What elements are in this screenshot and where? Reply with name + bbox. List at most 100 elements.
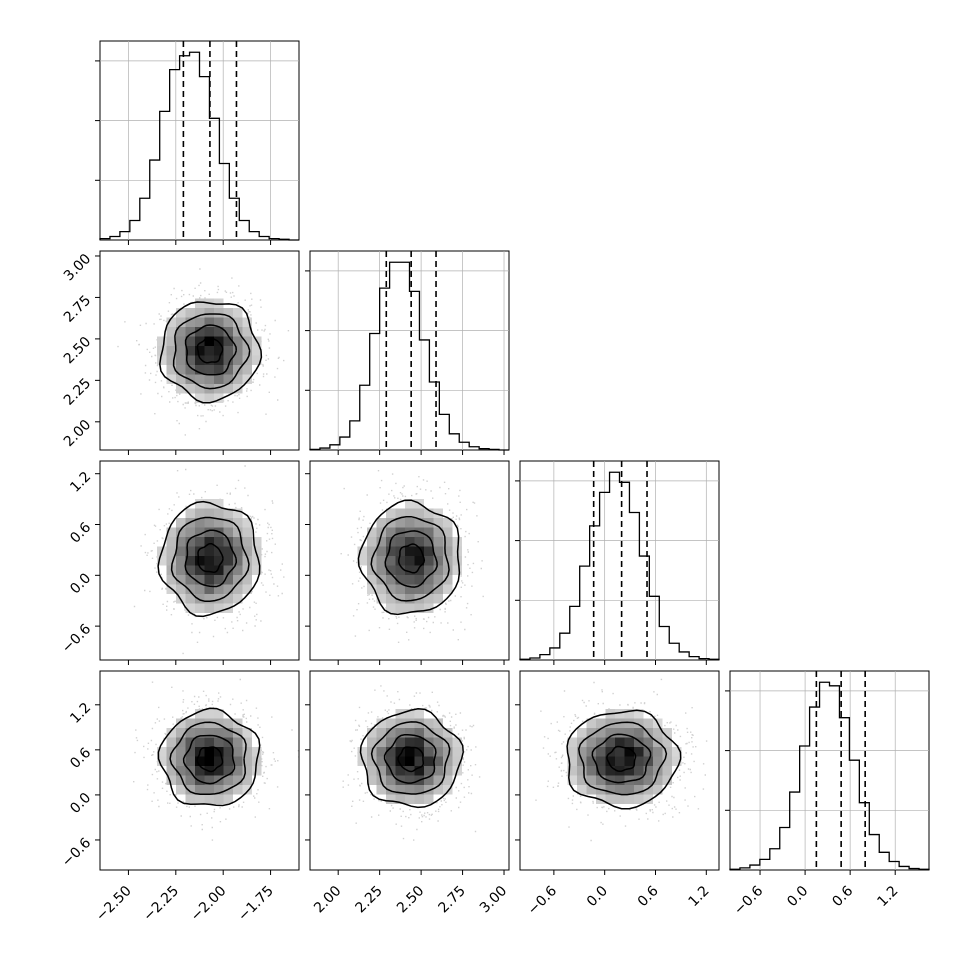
hist-frame-0: [99, 40, 300, 241]
histogram-step-2: [519, 471, 720, 660]
density-cell: [166, 317, 176, 327]
density-cell: [242, 775, 252, 785]
density-cell: [386, 575, 396, 585]
density-cell: [233, 565, 243, 575]
density-cell: [643, 775, 653, 785]
density-cell: [176, 336, 186, 346]
density-cell: [176, 565, 186, 575]
density-cell: [405, 747, 415, 757]
density-cell: [195, 317, 205, 327]
density-cell: [176, 327, 186, 337]
density-cell: [233, 785, 243, 795]
density-cell: [386, 603, 396, 613]
density-cell: [433, 575, 443, 585]
density-cell: [252, 565, 262, 575]
density-cell: [233, 537, 243, 547]
density-cell: [634, 747, 644, 757]
density-cell: [567, 775, 577, 785]
density-cell: [185, 594, 195, 604]
density-cell: [414, 518, 424, 528]
density-cell: [567, 737, 577, 747]
density-cell: [376, 756, 386, 766]
density-cell: [433, 537, 443, 547]
density-cell: [233, 308, 243, 318]
y-tick-label: −0.6: [59, 835, 94, 870]
density-cell: [395, 556, 405, 566]
density-cell: [233, 756, 243, 766]
density-cell: [223, 556, 233, 566]
density-cell: [653, 785, 663, 795]
density-cell: [204, 584, 214, 594]
density-cell: [214, 737, 224, 747]
density-cell: [376, 527, 386, 537]
density-cell: [624, 747, 634, 757]
density-cell: [214, 298, 224, 308]
joint-frame: [99, 460, 300, 661]
density-cell: [443, 737, 453, 747]
density-cell: [615, 728, 625, 738]
x-tick-label: 2.50: [394, 883, 427, 916]
joint-frame: [99, 670, 300, 871]
density-cell: [195, 365, 205, 375]
density-cell: [367, 737, 377, 747]
hist-panel-3: [725, 670, 930, 871]
density-cell: [605, 718, 615, 728]
joint-frame: [519, 670, 720, 871]
density-cell: [596, 747, 606, 757]
density-cell: [414, 785, 424, 795]
density-cell: [204, 603, 214, 613]
density-cell: [252, 546, 262, 556]
density-cell: [634, 709, 644, 719]
density-cell: [376, 565, 386, 575]
density-cell: [185, 794, 195, 804]
density-cell: [643, 747, 653, 757]
density-cell: [223, 518, 233, 528]
density-cell: [405, 785, 415, 795]
density-cell: [452, 756, 462, 766]
density-cell: [233, 374, 243, 384]
density-cell: [176, 346, 186, 356]
density-cell: [424, 584, 434, 594]
x-tick-label: 2.00: [311, 883, 344, 916]
density-cell: [204, 756, 214, 766]
density-cell: [223, 508, 233, 518]
contour-line: [159, 301, 263, 404]
density-cell: [223, 355, 233, 365]
density-cell: [214, 346, 224, 356]
density-cell: [176, 775, 186, 785]
density-cell: [195, 794, 205, 804]
density-cell: [242, 374, 252, 384]
density-cell: [195, 327, 205, 337]
density-cell: [195, 346, 205, 356]
density-cell: [204, 393, 214, 403]
density-cell: [414, 709, 424, 719]
density-cell: [166, 737, 176, 747]
density-cell: [242, 537, 252, 547]
joint-inner: [133, 678, 299, 841]
density-cell: [395, 737, 405, 747]
density-cell: [586, 728, 596, 738]
density-cell: [233, 384, 243, 394]
contour-line: [157, 707, 261, 807]
density-cell: [615, 737, 625, 747]
density-cell: [242, 575, 252, 585]
density-cell: [376, 584, 386, 594]
density-cell: [176, 747, 186, 757]
density-cell: [185, 603, 195, 613]
density-cell: [166, 537, 176, 547]
density-cell: [223, 718, 233, 728]
x-tick-label: −0.6: [731, 883, 766, 918]
density-cell: [376, 556, 386, 566]
density-cell: [405, 537, 415, 547]
density-cell: [615, 775, 625, 785]
density-cell: [214, 365, 224, 375]
density-cell: [414, 575, 424, 585]
density-cell: [395, 766, 405, 776]
density-cell: [452, 737, 462, 747]
density-cell: [242, 365, 252, 375]
density-cell: [214, 794, 224, 804]
density-cell: [586, 737, 596, 747]
density-cell: [166, 374, 176, 384]
density-cell: [195, 374, 205, 384]
density-cell: [443, 728, 453, 738]
